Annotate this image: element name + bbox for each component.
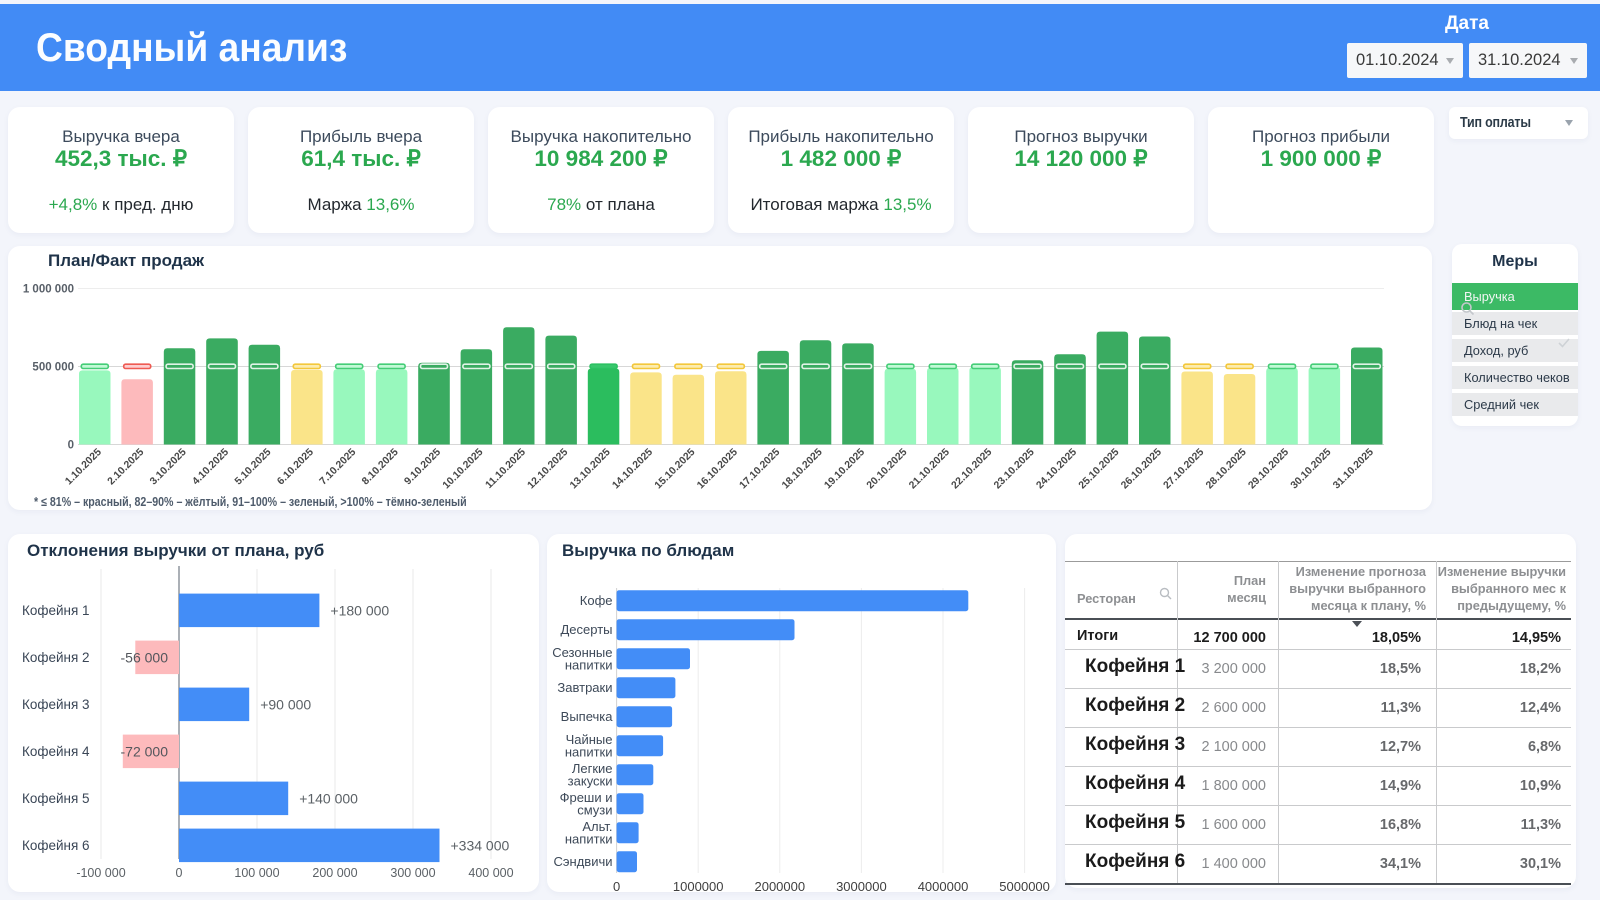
svg-text:28.10.2025: 28.10.2025 <box>1204 447 1249 492</box>
svg-text:3000000: 3000000 <box>836 879 887 892</box>
svg-text:1.10.2025: 1.10.2025 <box>63 447 104 488</box>
svg-text:20.10.2025: 20.10.2025 <box>865 447 910 492</box>
svg-text:Сэндвичи: Сэндвичи <box>554 854 613 869</box>
svg-text:18.10.2025: 18.10.2025 <box>780 447 825 492</box>
svg-text:6.10.2025: 6.10.2025 <box>275 447 316 488</box>
svg-text:31.10.2025: 31.10.2025 <box>1331 447 1376 492</box>
svg-text:+140 000: +140 000 <box>299 790 358 806</box>
svg-text:14.10.2025: 14.10.2025 <box>611 447 656 492</box>
svg-text:Сезонные: Сезонные <box>552 645 612 660</box>
svg-text:11.10.2025: 11.10.2025 <box>484 447 528 491</box>
svg-text:400 000: 400 000 <box>468 866 513 880</box>
svg-text:5.10.2025: 5.10.2025 <box>233 447 274 488</box>
svg-text:21.10.2025: 21.10.2025 <box>907 447 952 492</box>
svg-text:29.10.2025: 29.10.2025 <box>1247 447 1292 492</box>
svg-text:-100 000: -100 000 <box>76 866 125 880</box>
svg-text:2000000: 2000000 <box>754 879 805 892</box>
svg-text:13.10.2025: 13.10.2025 <box>568 447 613 492</box>
svg-text:напитки: напитки <box>565 745 613 760</box>
svg-text:10.10.2025: 10.10.2025 <box>441 447 486 492</box>
svg-text:24.10.2025: 24.10.2025 <box>1035 447 1080 492</box>
svg-text:8.10.2025: 8.10.2025 <box>360 447 401 488</box>
svg-text:19.10.2025: 19.10.2025 <box>823 447 868 492</box>
svg-text:0: 0 <box>176 866 183 880</box>
svg-text:7.10.2025: 7.10.2025 <box>318 447 359 488</box>
svg-text:Кофейня 6: Кофейня 6 <box>22 838 90 853</box>
svg-text:30.10.2025: 30.10.2025 <box>1289 447 1334 492</box>
svg-text:25.10.2025: 25.10.2025 <box>1077 447 1122 492</box>
svg-text:4.10.2025: 4.10.2025 <box>191 447 232 488</box>
svg-text:23.10.2025: 23.10.2025 <box>992 447 1037 492</box>
svg-text:26.10.2025: 26.10.2025 <box>1119 447 1164 492</box>
svg-text:22.10.2025: 22.10.2025 <box>950 447 995 492</box>
svg-text:3.10.2025: 3.10.2025 <box>148 447 189 488</box>
svg-text:1000000: 1000000 <box>673 879 724 892</box>
svg-text:Кофейня 4: Кофейня 4 <box>22 744 90 759</box>
svg-text:5000000: 5000000 <box>999 879 1050 892</box>
svg-text:300 000: 300 000 <box>390 866 435 880</box>
svg-text:200 000: 200 000 <box>312 866 357 880</box>
svg-text:Кофейня 5: Кофейня 5 <box>22 791 90 806</box>
svg-text:закуски: закуски <box>568 774 613 789</box>
svg-text:Кофе: Кофе <box>580 593 613 608</box>
svg-text:+180 000: +180 000 <box>330 602 389 618</box>
svg-text:напитки: напитки <box>565 658 613 673</box>
svg-text:Кофейня 1: Кофейня 1 <box>22 603 90 618</box>
svg-text:напитки: напитки <box>565 832 613 847</box>
svg-text:Чайные: Чайные <box>566 732 613 747</box>
svg-text:12.10.2025: 12.10.2025 <box>526 447 571 492</box>
svg-text:Кофейня 2: Кофейня 2 <box>22 650 90 665</box>
svg-text:+90 000: +90 000 <box>260 696 311 712</box>
svg-text:смузи: смузи <box>577 803 612 818</box>
svg-text:Фреши и: Фреши и <box>560 790 613 805</box>
svg-text:Выпечка: Выпечка <box>561 709 614 724</box>
svg-text:Завтраки: Завтраки <box>557 680 612 695</box>
svg-text:Альт.: Альт. <box>582 819 612 834</box>
svg-text:4000000: 4000000 <box>918 879 969 892</box>
svg-text:9.10.2025: 9.10.2025 <box>403 447 444 488</box>
svg-text:Легкие: Легкие <box>572 761 613 776</box>
svg-text:+334 000: +334 000 <box>451 837 510 853</box>
svg-text:Десерты: Десерты <box>560 622 612 637</box>
svg-text:500 000: 500 000 <box>32 362 74 374</box>
svg-text:Кофейня 3: Кофейня 3 <box>22 697 90 712</box>
svg-text:16.10.2025: 16.10.2025 <box>695 447 740 492</box>
svg-text:-72 000: -72 000 <box>121 743 169 759</box>
svg-text:0: 0 <box>68 440 74 452</box>
svg-text:100 000: 100 000 <box>234 866 279 880</box>
svg-text:17.10.2025: 17.10.2025 <box>738 447 783 492</box>
svg-text:15.10.2025: 15.10.2025 <box>653 447 698 492</box>
svg-text:1 000 000: 1 000 000 <box>23 284 74 296</box>
svg-text:0: 0 <box>613 879 620 892</box>
svg-text:27.10.2025: 27.10.2025 <box>1162 447 1207 492</box>
svg-text:2.10.2025: 2.10.2025 <box>106 447 147 488</box>
svg-text:-56 000: -56 000 <box>121 649 169 665</box>
